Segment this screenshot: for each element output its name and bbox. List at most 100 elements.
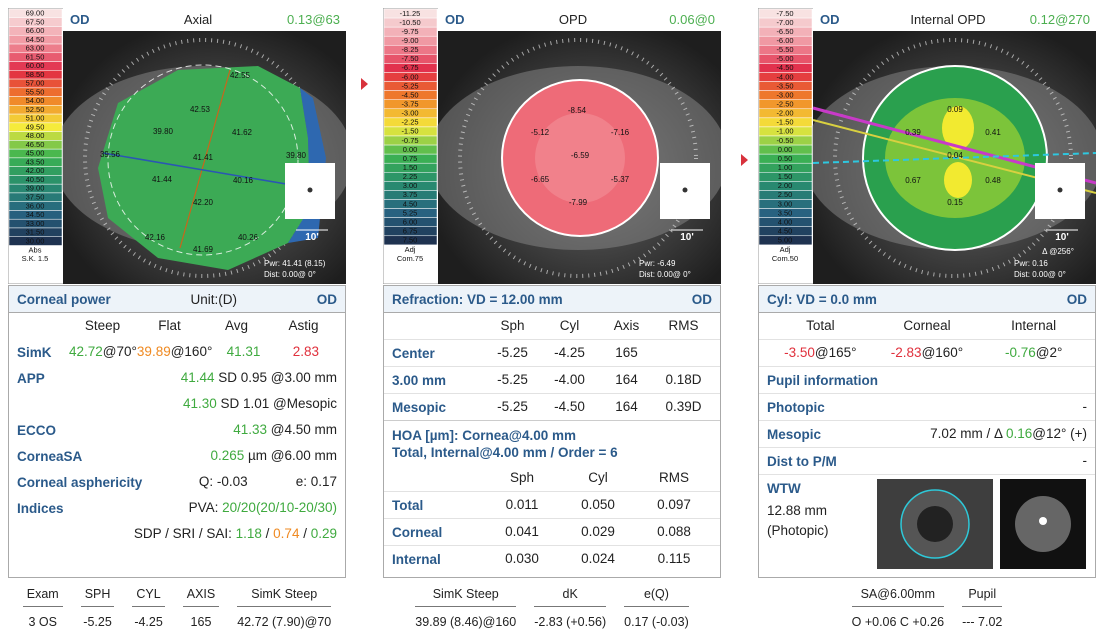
value-segment: @165° <box>814 345 857 360</box>
map-label: 0.15 <box>947 198 963 207</box>
value-segment: / <box>261 526 274 541</box>
map-label: -6.59 <box>571 151 590 160</box>
axis-note: Δ @256° <box>1042 247 1074 256</box>
scale-label: -5.00 <box>776 54 793 63</box>
summary-column: e(Q) 0.17 (-0.03) <box>624 587 689 629</box>
summary-header: Pupil <box>962 587 1003 607</box>
row-line: - <box>767 394 1088 420</box>
marker <box>741 154 748 166</box>
summary-value: -4.25 <box>134 615 163 629</box>
value-segment: @4.50 mm <box>267 422 337 437</box>
map-title: Axial <box>184 12 212 27</box>
cell: Cyl <box>559 318 580 333</box>
steep-axis <box>179 69 231 249</box>
info-panel: Cyl: VD = 0.0 mm OD Total Corneal Internal -3… <box>758 285 1096 578</box>
scale-label: -6.00 <box>401 72 418 81</box>
scale-note: Com.75 <box>397 254 423 263</box>
title-text: Corneal power <box>17 291 111 307</box>
cell: 164 <box>615 399 638 414</box>
map-label: 41.44 <box>152 175 173 184</box>
scale-label: -1.50 <box>776 118 793 127</box>
cell: Avg <box>224 318 249 333</box>
cell: 41.31 <box>212 339 274 365</box>
scale-label: -6.50 <box>776 27 793 36</box>
cell: 0.18D <box>665 372 702 387</box>
section-title: HOA [µm]: Cornea@4.00 mm Total, Internal@… <box>384 420 720 465</box>
scale-label: 67.50 <box>26 17 45 26</box>
row-line: SDP / SRI / SAI: 1.18 / 0.74 / 0.29 <box>17 521 337 547</box>
axial-map <box>98 66 310 270</box>
title-text: Total, Internal@4.00 mm / Order = 6 <box>392 445 618 460</box>
value-segment: PVA: <box>188 500 223 515</box>
cell: Sph <box>500 318 525 333</box>
summary-value: 42.72 (7.90)@70 <box>237 615 332 629</box>
iopd-core <box>942 106 974 150</box>
value-segment: @12° (+) <box>1032 426 1087 441</box>
map-label: -8.54 <box>568 106 587 115</box>
pupil-images <box>877 479 1086 569</box>
scale-cell <box>8 236 63 246</box>
scale-label: 66.00 <box>26 26 45 35</box>
row-line: -5.25 -4.00 164 0.18D <box>392 367 712 393</box>
row-line: Sph Cyl RMS <box>392 465 712 491</box>
scale-label: -7.50 <box>401 54 418 63</box>
value-segment: µm @6.00 mm <box>244 448 337 463</box>
value-segment: 0.16 <box>1005 426 1033 441</box>
map-label: 0.41 <box>985 128 1001 137</box>
cell: 0.011 <box>505 497 539 512</box>
row-label: SimK <box>17 345 52 360</box>
summary-header: SPH <box>80 587 115 607</box>
row-label: Dist to P/M <box>767 454 837 469</box>
inset-dot <box>307 187 313 193</box>
value-segment: 0.74 <box>273 526 300 541</box>
map-label: 0.04 <box>947 151 963 160</box>
map-label: -5.12 <box>531 128 550 137</box>
ruler-label: 10' <box>305 232 319 243</box>
title-text: Cyl: VD = 0.0 mm <box>767 291 877 307</box>
row-label: Internal <box>392 552 441 567</box>
scale-label: 1.00 <box>778 163 793 172</box>
summary-column: SimK Steep 39.89 (8.46)@160 <box>415 587 517 629</box>
table-row: 3.00 mm -5.25 -4.00 164 0.18D <box>384 366 720 393</box>
cell: 7.02 mm / Δ 0.16@12° (+) <box>930 421 1087 447</box>
scale-label: -9.75 <box>401 27 418 36</box>
scale-label: -1.50 <box>401 127 418 136</box>
marker <box>361 78 368 90</box>
cell: -4.00 <box>554 372 585 387</box>
summary-value: 0.17 (-0.03) <box>624 615 689 629</box>
table-row: Indices PVA: 20/20(20/10-20/30) SDP / SRI … <box>9 495 345 547</box>
value-segment: -2.83 <box>890 345 922 360</box>
eye: OD <box>820 12 840 27</box>
row-label: Indices <box>17 501 64 516</box>
cell: Sph <box>509 470 535 485</box>
title-text: OD <box>1066 291 1087 307</box>
summary-value: 3 OS <box>28 615 57 629</box>
row-label: Mesopic <box>392 400 447 415</box>
map-label: -7.99 <box>569 198 588 207</box>
title-text: Refraction: VD = 12.00 mm <box>392 291 563 307</box>
note: (Photopic) <box>767 523 829 538</box>
dist: Dist: 0.00@ 0° <box>639 270 691 279</box>
eye: OD <box>445 12 465 27</box>
value-segment: 41.44 <box>180 370 215 385</box>
map-title: Internal OPD <box>910 12 985 27</box>
scale-note: Adj <box>780 245 791 254</box>
dial <box>458 38 698 278</box>
section-title: Refraction: VD = 12.00 mm OD <box>384 286 720 313</box>
table-row: Photopic - <box>759 393 1095 420</box>
value-segment: 7.02 mm / Δ <box>930 426 1006 441</box>
map-label: -6.65 <box>531 175 550 184</box>
row-line: 0.041 0.029 0.088 <box>392 519 712 545</box>
row-label: 3.00 mm <box>392 373 447 388</box>
summary-header: e(Q) <box>624 587 689 607</box>
value-segment: SD 1.01 @Mesopic <box>216 396 337 411</box>
value-segment: @160° <box>921 345 964 360</box>
table-row: CorneaSA 0.265 µm @6.00 mm <box>9 443 345 469</box>
cell: 2.83 <box>275 339 337 365</box>
map-header <box>813 8 1096 31</box>
scale-label: 2.00 <box>778 181 793 190</box>
scale-label: -4.50 <box>401 90 418 99</box>
cell: 165 <box>615 345 638 360</box>
value-segment: @70° <box>102 344 137 359</box>
